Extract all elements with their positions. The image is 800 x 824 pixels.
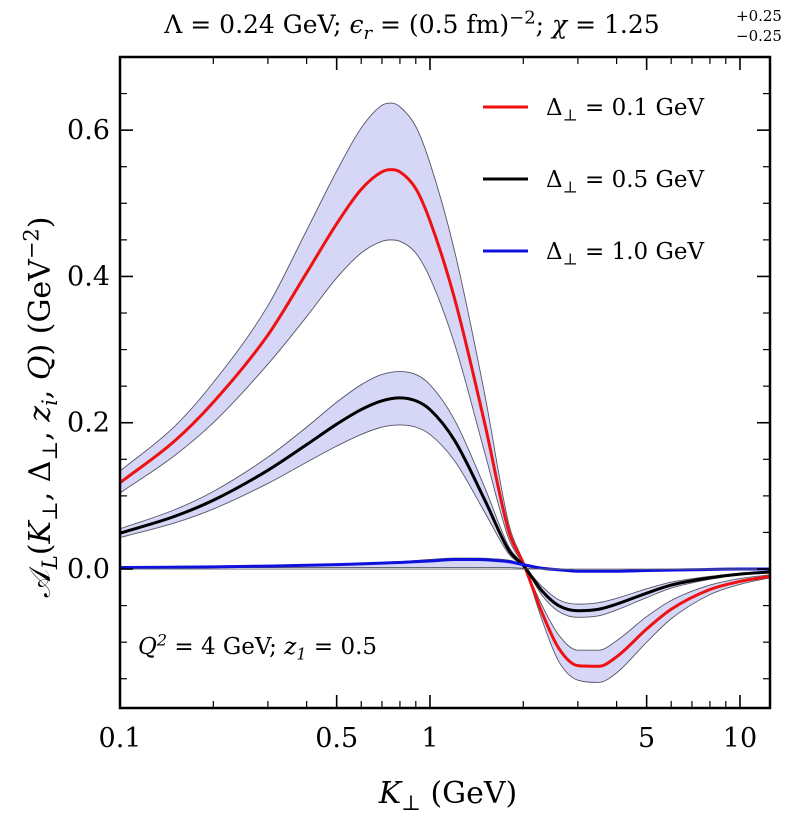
y-tick-label: 0.4 (67, 261, 110, 292)
legend-label-part: = 1.0 GeV (578, 239, 705, 265)
title-part: χ (550, 10, 569, 39)
y-axis-title-part: Q (23, 355, 58, 380)
y-axis-title-part: , Δ (23, 461, 58, 502)
y-tick-label: 0.2 (67, 408, 110, 439)
series-lines (120, 168, 770, 668)
x-tick-label: 0.5 (315, 723, 358, 754)
legend-label-part: ⊥ (563, 106, 578, 125)
annotation-part: 2 (156, 630, 167, 649)
series-line (120, 396, 770, 613)
y-axis-title-part: ⊥ (38, 501, 62, 521)
band-upper-edge (120, 371, 770, 618)
y-axis-title-part: , (23, 422, 58, 441)
y-axis-title-part: 𝒜 (23, 566, 58, 598)
y-axis-title-part: ) (GeV (23, 258, 58, 356)
y-axis-title: 𝒜L(K⊥, Δ⊥, zi, Q) (GeV−2) (20, 216, 63, 597)
y-tick-label: 0.6 (67, 115, 110, 146)
y-axis-title-part: i (38, 399, 62, 406)
title-part: = 1.25 (567, 10, 660, 39)
title-part: ϵ (349, 10, 363, 39)
title-part: r (363, 23, 373, 44)
band-lower-edge (120, 239, 770, 651)
legend-label-part: = 0.5 GeV (578, 167, 705, 193)
legend-label-part: ⊥ (563, 178, 578, 197)
legend-label: Δ⊥ = 1.0 GeV (546, 239, 704, 269)
y-axis-title-part: K (23, 519, 58, 544)
uncertainty-band (120, 371, 770, 618)
annotation-part: Q (138, 634, 157, 660)
series-line (120, 168, 770, 668)
y-axis-title-part: ) (23, 216, 58, 228)
chart-title-error-down: −0.25 (736, 27, 782, 45)
title-part: −2 (509, 8, 536, 29)
legend-label: Δ⊥ = 0.5 GeV (546, 167, 704, 197)
y-axis-title-part: −2 (20, 228, 44, 259)
legend-label-part: = 0.1 GeV (578, 95, 705, 121)
x-tick-label: 1 (421, 723, 438, 754)
y-axis-title-part: z (23, 406, 58, 423)
x-tick-label: 0.1 (99, 723, 142, 754)
x-axis-title-part: K (378, 776, 403, 811)
legend-label-part: ⊥ (563, 250, 578, 269)
y-axis-title-part: ( (23, 543, 58, 555)
x-tick-label: 5 (638, 723, 655, 754)
legend-label-part: Δ (546, 167, 563, 193)
chart-title: Λ = 0.24 GeV; ϵr = (0.5 fm)−2; χ = 1.25 (163, 8, 659, 45)
kinematics-annotation: Q2 = 4 GeV; z1 = 0.5 (138, 630, 377, 663)
legend-label-part: Δ (546, 239, 563, 265)
annotation-part: 1 (296, 645, 306, 664)
x-axis-title-part: ⊥ (401, 791, 421, 815)
y-axis-title-part: , (23, 380, 58, 399)
uncertainty-band (120, 103, 770, 683)
legend-label: Δ⊥ = 0.1 GeV (546, 95, 704, 125)
annotation-part: z (283, 634, 297, 660)
title-part: Λ = 0.24 GeV; (163, 10, 349, 39)
plot-frame (118, 55, 772, 710)
x-axis-title: K⊥ (GeV) (378, 776, 518, 815)
x-tick-label: 10 (723, 723, 757, 754)
legend-label-part: Δ (546, 95, 563, 121)
annotation-part: = 4 GeV; (167, 634, 284, 660)
series-line (120, 558, 770, 573)
y-axis-title-part: ⊥ (38, 441, 62, 461)
axis-ticks: 0.1 0.5 1 5 10 0.0 0.2 0.4 0.6 (67, 56, 770, 754)
x-axis-title-part: (GeV) (421, 776, 517, 811)
y-axis-title-part: L (38, 555, 62, 570)
band-lower-edge (120, 424, 770, 605)
title-part: = (0.5 fm) (372, 10, 509, 39)
annotation-part: = 0.5 (307, 634, 377, 660)
chart-title-error-up: +0.25 (736, 7, 782, 25)
title-part: ; (536, 10, 552, 39)
y-tick-label: 0.0 (67, 554, 110, 585)
band-upper-edge (120, 102, 770, 683)
uncertainty-band (120, 558, 770, 572)
